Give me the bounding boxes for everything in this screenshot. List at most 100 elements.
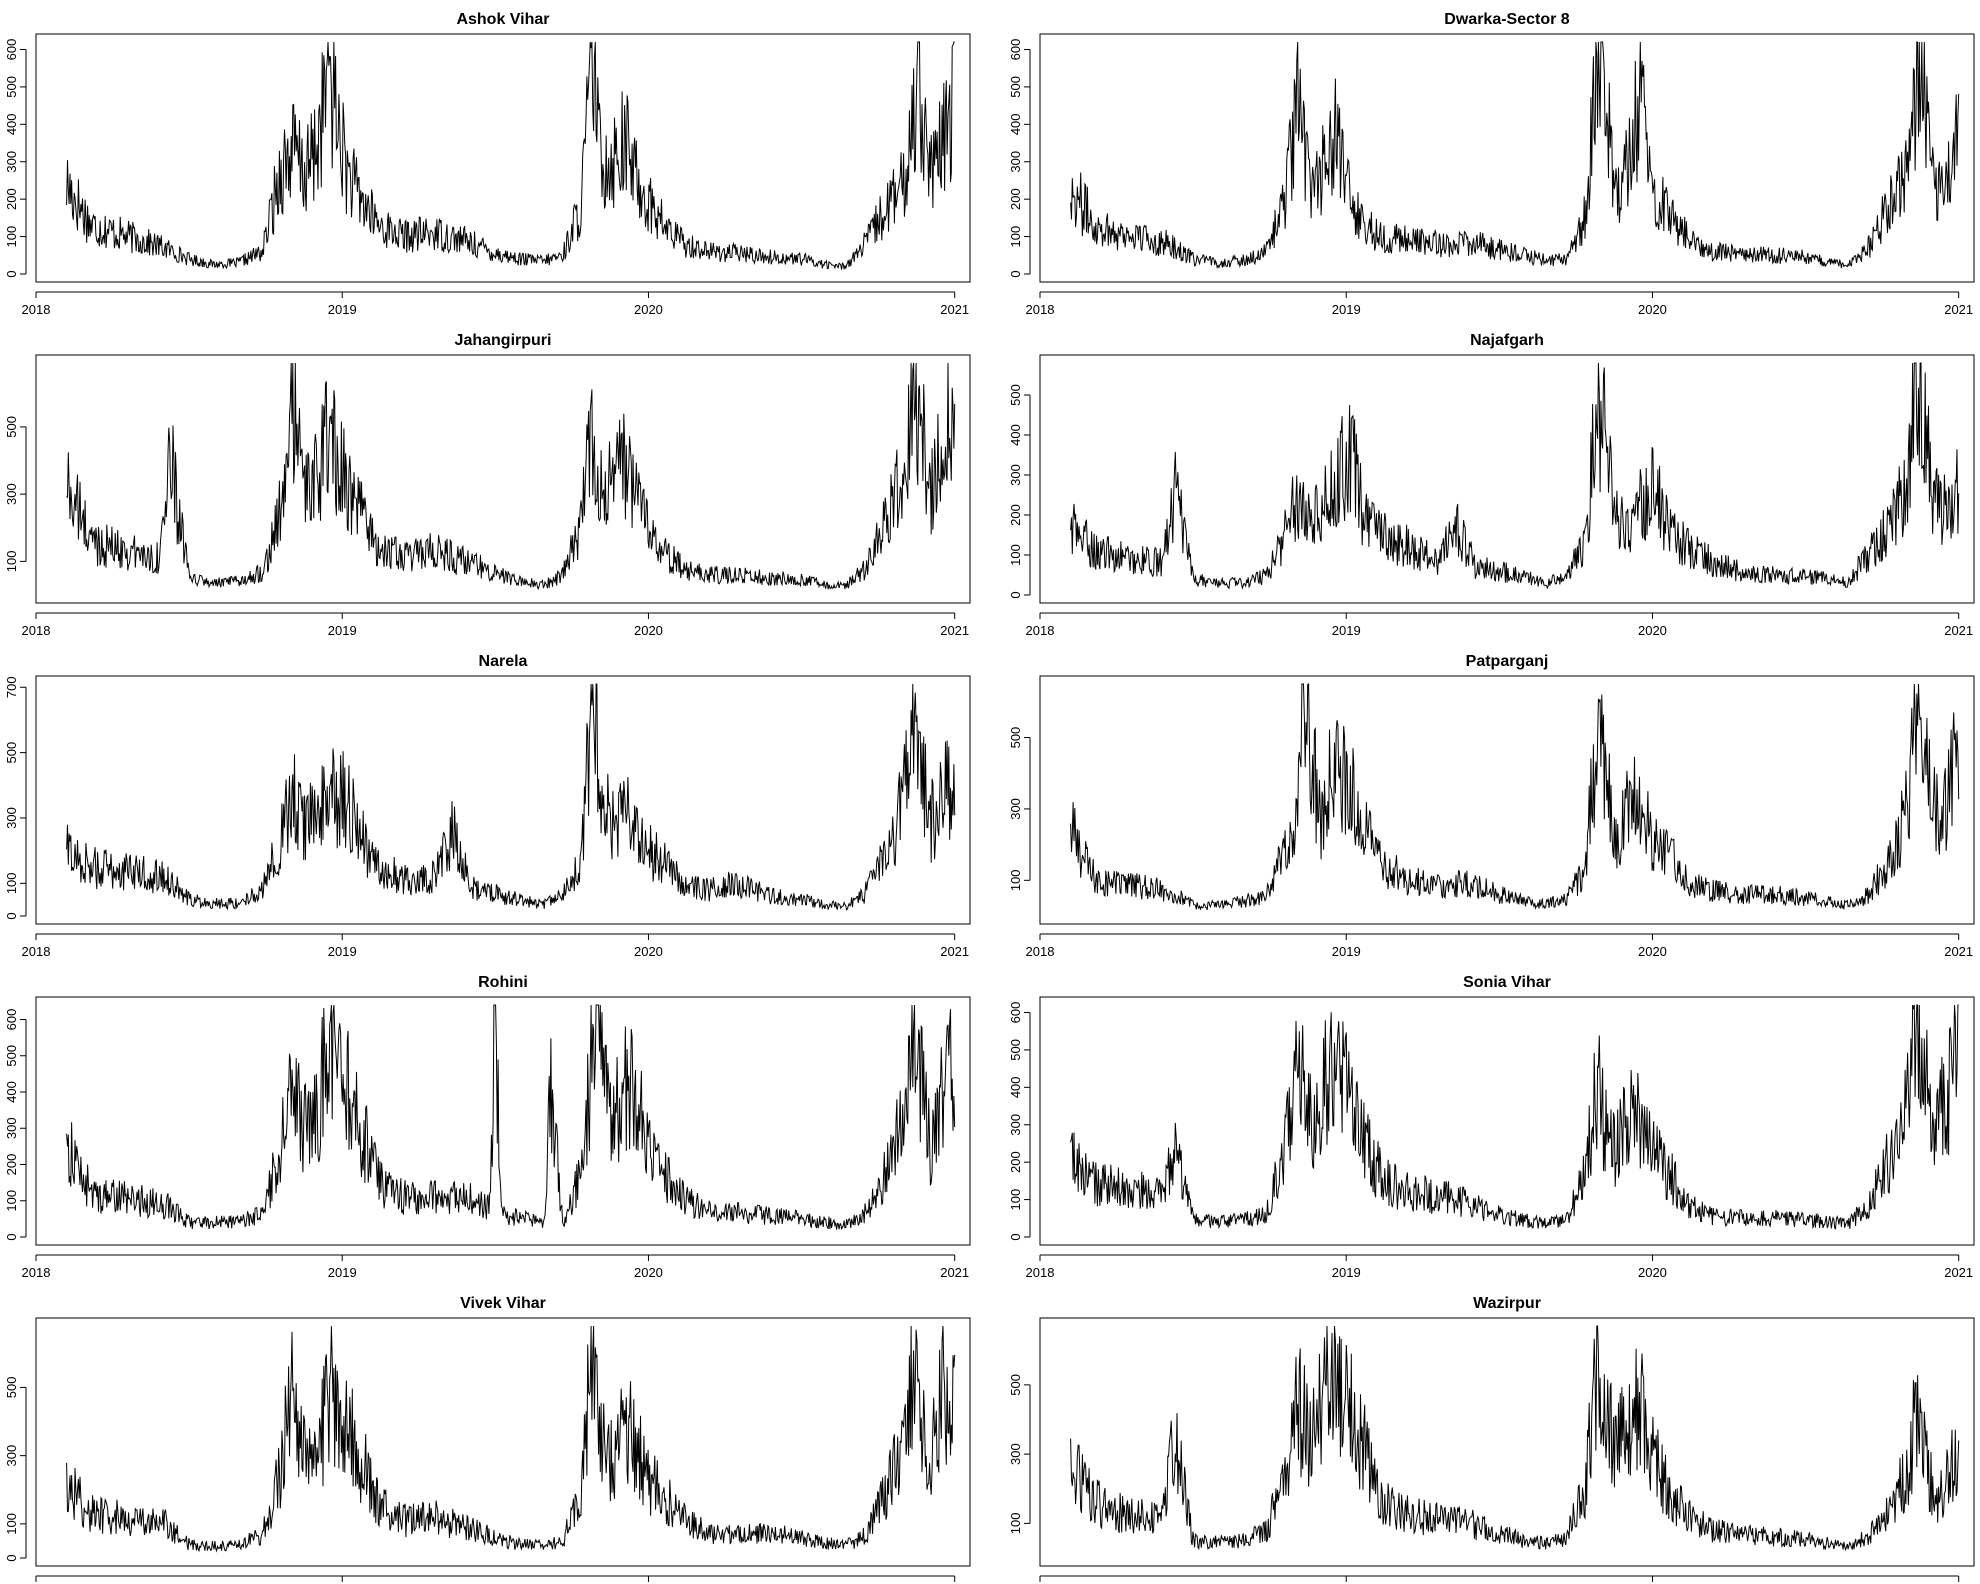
y-tick-label: 100 bbox=[1008, 544, 1023, 566]
x-tick-label: 2018 bbox=[1026, 623, 1055, 638]
y-tick-label: 300 bbox=[1008, 1443, 1023, 1465]
y-tick-label: 0 bbox=[4, 270, 19, 277]
panel-title: Narela bbox=[479, 653, 528, 670]
series-line bbox=[66, 362, 956, 590]
panel-title: Ashok Vihar bbox=[456, 11, 549, 28]
panel-title: Vivek Vihar bbox=[460, 1295, 546, 1312]
y-tick-label: 700 bbox=[4, 676, 19, 698]
x-tick-label: 2020 bbox=[634, 302, 663, 317]
y-tick-label: 400 bbox=[4, 1081, 19, 1103]
series-line bbox=[1070, 41, 1960, 270]
plot-frame bbox=[1039, 33, 1975, 283]
plot-frame bbox=[1039, 354, 1975, 604]
y-tick-label: 100 bbox=[4, 226, 19, 248]
y-tick-label: 400 bbox=[1008, 113, 1023, 135]
y-tick-label: 100 bbox=[4, 872, 19, 894]
plot-frame bbox=[35, 1317, 971, 1567]
y-tick-label: 300 bbox=[1008, 464, 1023, 486]
x-tick-label: 2018 bbox=[1026, 944, 1055, 959]
panel-narela: Narela 0 100 300 500 700 2018 2019 2020 2021 bbox=[4, 653, 971, 959]
y-tick-label: 500 bbox=[4, 416, 19, 438]
y-tick-label: 600 bbox=[4, 1009, 19, 1031]
y-tick-label: 500 bbox=[4, 1377, 19, 1399]
y-tick-label: 500 bbox=[1008, 1374, 1023, 1396]
y-tick-label: 300 bbox=[4, 483, 19, 505]
x-tick-label: 2021 bbox=[940, 1265, 969, 1280]
y-tick-label: 500 bbox=[4, 1045, 19, 1067]
x-tick-label: 2021 bbox=[1944, 623, 1973, 638]
y-tick-label: 500 bbox=[4, 742, 19, 764]
x-tick-label: 2021 bbox=[940, 944, 969, 959]
x-tick-label: 2021 bbox=[1944, 944, 1973, 959]
x-tick-label: 2020 bbox=[634, 623, 663, 638]
y-tick-label: 0 bbox=[1008, 270, 1023, 277]
panel-jahangirpuri: Jahangirpuri 100 300 500 2018 2019 2020 2021 bbox=[4, 332, 971, 638]
x-tick-label: 2020 bbox=[634, 1265, 663, 1280]
plot-frame bbox=[35, 675, 971, 925]
x-tick-label: 2019 bbox=[1332, 1265, 1361, 1280]
y-tick-label: 200 bbox=[1008, 1151, 1023, 1173]
y-tick-label: 500 bbox=[1008, 384, 1023, 406]
y-tick-label: 100 bbox=[1008, 1513, 1023, 1535]
y-tick-label: 100 bbox=[4, 1513, 19, 1535]
x-tick-label: 2019 bbox=[328, 302, 357, 317]
x-tick-label: 2018 bbox=[22, 302, 51, 317]
series-line bbox=[1070, 362, 1960, 590]
x-tick-label: 2020 bbox=[1638, 944, 1667, 959]
series-line bbox=[1070, 683, 1960, 911]
y-tick-label: 600 bbox=[1008, 39, 1023, 61]
panel-title: Wazirpur bbox=[1473, 1295, 1541, 1312]
x-tick-label: 2019 bbox=[1332, 944, 1361, 959]
x-tick-label: 2020 bbox=[634, 944, 663, 959]
y-tick-label: 100 bbox=[4, 551, 19, 573]
x-tick-label: 2018 bbox=[22, 623, 51, 638]
x-tick-label: 2018 bbox=[22, 1265, 51, 1280]
panel-title: Rohini bbox=[478, 974, 528, 991]
y-tick-label: 300 bbox=[1008, 1114, 1023, 1136]
panel-wazirpur: Wazirpur1003005002018201920202021 bbox=[1008, 1295, 1975, 1582]
panel-vivek-vihar: Vivek Vihar01003005002018201920202021 bbox=[4, 1295, 971, 1582]
x-tick-label: 2018 bbox=[22, 944, 51, 959]
y-tick-label: 100 bbox=[1008, 226, 1023, 248]
y-tick-label: 600 bbox=[4, 39, 19, 61]
x-tick-label: 2018 bbox=[1026, 302, 1055, 317]
y-tick-label: 300 bbox=[1008, 151, 1023, 173]
x-tick-label: 2020 bbox=[1638, 302, 1667, 317]
y-tick-label: 200 bbox=[1008, 188, 1023, 210]
y-tick-label: 300 bbox=[4, 151, 19, 173]
x-tick-label: 2018 bbox=[1026, 1265, 1055, 1280]
x-tick-label: 2019 bbox=[328, 1265, 357, 1280]
plot-frame bbox=[35, 996, 971, 1246]
panel-title: Jahangirpuri bbox=[455, 332, 552, 349]
y-tick-label: 100 bbox=[1008, 1189, 1023, 1211]
plot-frame bbox=[1039, 675, 1975, 925]
x-tick-label: 2020 bbox=[1638, 623, 1667, 638]
x-tick-label: 2019 bbox=[1332, 302, 1361, 317]
panel-title: Patparganj bbox=[1466, 653, 1549, 670]
y-tick-label: 0 bbox=[4, 912, 19, 919]
panel-rohini: Rohini 0 100 200 300 400 500 600 2018 2019 2020 202… bbox=[4, 974, 971, 1280]
y-tick-label: 100 bbox=[1008, 869, 1023, 891]
series-line bbox=[1070, 1004, 1959, 1230]
y-tick-label: 500 bbox=[1008, 727, 1023, 749]
y-tick-label: 400 bbox=[4, 113, 19, 135]
y-tick-label: 200 bbox=[1008, 504, 1023, 526]
panel-title: Najafgarh bbox=[1470, 332, 1544, 349]
plot-frame bbox=[35, 354, 971, 604]
y-tick-label: 200 bbox=[4, 1154, 19, 1176]
y-tick-label: 500 bbox=[1008, 76, 1023, 98]
y-tick-label: 300 bbox=[4, 1117, 19, 1139]
x-tick-label: 2020 bbox=[1638, 1265, 1667, 1280]
y-tick-label: 300 bbox=[4, 807, 19, 829]
panel-sonia-vihar: Sonia Vihar 0 100 200 300 400 500 600 2018 2019 20… bbox=[1008, 974, 1975, 1280]
panel-ashok-vihar: Ashok Vihar 0 100 200 300 400 500 600 2018 2019 20… bbox=[4, 11, 971, 317]
y-tick-label: 500 bbox=[1008, 1039, 1023, 1061]
y-tick-label: 300 bbox=[4, 1445, 19, 1467]
x-tick-label: 2021 bbox=[940, 623, 969, 638]
series-line bbox=[66, 1325, 956, 1553]
panel-najafgarh: Najafgarh 0 100 200 300 400 500 2018 2019 2020 202… bbox=[1008, 332, 1975, 638]
y-tick-label: 0 bbox=[1008, 591, 1023, 598]
series-line bbox=[66, 683, 956, 911]
x-tick-label: 2019 bbox=[328, 623, 357, 638]
